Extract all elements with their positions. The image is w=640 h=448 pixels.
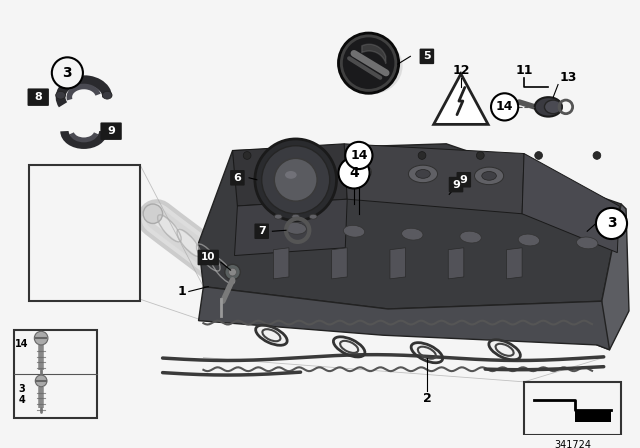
Polygon shape xyxy=(234,199,348,255)
Text: 4: 4 xyxy=(349,166,359,180)
Ellipse shape xyxy=(255,325,287,345)
Ellipse shape xyxy=(309,214,317,219)
Text: 9: 9 xyxy=(460,175,468,185)
Circle shape xyxy=(228,268,236,276)
Bar xyxy=(14,330,97,418)
Ellipse shape xyxy=(545,100,562,114)
FancyBboxPatch shape xyxy=(420,48,434,64)
Polygon shape xyxy=(332,248,348,279)
Bar xyxy=(524,382,621,435)
Circle shape xyxy=(143,204,163,224)
FancyBboxPatch shape xyxy=(31,90,45,105)
Circle shape xyxy=(243,151,251,159)
Text: 3: 3 xyxy=(19,383,25,394)
Ellipse shape xyxy=(482,172,497,180)
Ellipse shape xyxy=(518,234,540,246)
Text: 14: 14 xyxy=(496,100,513,113)
Ellipse shape xyxy=(285,223,307,234)
Ellipse shape xyxy=(408,165,438,183)
Polygon shape xyxy=(506,248,522,279)
Ellipse shape xyxy=(411,343,443,363)
Text: 12: 12 xyxy=(452,65,470,78)
Ellipse shape xyxy=(276,161,305,179)
FancyBboxPatch shape xyxy=(255,224,269,239)
Polygon shape xyxy=(448,248,464,279)
Text: 9: 9 xyxy=(107,126,115,136)
Ellipse shape xyxy=(416,169,430,178)
Ellipse shape xyxy=(333,337,365,357)
Circle shape xyxy=(35,375,47,387)
Text: 14: 14 xyxy=(15,339,28,349)
Ellipse shape xyxy=(460,231,481,243)
Polygon shape xyxy=(344,144,524,214)
Text: 13: 13 xyxy=(559,71,577,84)
Polygon shape xyxy=(198,287,609,350)
Circle shape xyxy=(491,93,518,121)
Ellipse shape xyxy=(340,38,403,94)
Circle shape xyxy=(593,151,601,159)
Ellipse shape xyxy=(292,214,300,219)
Text: 4: 4 xyxy=(19,395,25,405)
Polygon shape xyxy=(198,144,621,309)
Text: 341724: 341724 xyxy=(554,440,591,448)
Ellipse shape xyxy=(474,167,504,185)
Bar xyxy=(575,410,611,422)
Circle shape xyxy=(255,139,337,220)
Text: 1: 1 xyxy=(178,285,186,298)
Circle shape xyxy=(535,151,543,159)
Circle shape xyxy=(360,151,367,159)
Polygon shape xyxy=(434,74,488,125)
FancyBboxPatch shape xyxy=(230,170,244,185)
Text: 14: 14 xyxy=(350,149,367,162)
Ellipse shape xyxy=(342,163,371,181)
Polygon shape xyxy=(390,248,406,279)
Circle shape xyxy=(301,151,309,159)
Polygon shape xyxy=(273,248,289,279)
Text: 10: 10 xyxy=(201,253,216,263)
Ellipse shape xyxy=(343,225,365,237)
Ellipse shape xyxy=(489,340,520,360)
Text: 11: 11 xyxy=(515,65,532,78)
Circle shape xyxy=(275,159,317,201)
Ellipse shape xyxy=(102,91,112,99)
Circle shape xyxy=(35,332,48,345)
Ellipse shape xyxy=(577,237,598,249)
Ellipse shape xyxy=(56,91,65,99)
Circle shape xyxy=(596,208,627,239)
Circle shape xyxy=(225,264,241,280)
Circle shape xyxy=(476,151,484,159)
Circle shape xyxy=(52,57,83,88)
Text: 6: 6 xyxy=(234,173,241,183)
FancyBboxPatch shape xyxy=(456,172,471,188)
Text: 5: 5 xyxy=(423,52,431,61)
Text: 8: 8 xyxy=(35,92,42,102)
Ellipse shape xyxy=(284,166,298,174)
Circle shape xyxy=(418,151,426,159)
Text: 3: 3 xyxy=(607,216,616,230)
Circle shape xyxy=(339,33,399,93)
Ellipse shape xyxy=(402,228,423,240)
Text: 9: 9 xyxy=(452,180,460,190)
Circle shape xyxy=(345,142,372,169)
Polygon shape xyxy=(232,144,348,206)
Circle shape xyxy=(339,157,369,189)
FancyBboxPatch shape xyxy=(198,250,219,265)
Text: 3: 3 xyxy=(63,66,72,80)
Text: 2: 2 xyxy=(422,392,431,405)
Ellipse shape xyxy=(285,171,297,179)
Circle shape xyxy=(262,146,330,214)
Ellipse shape xyxy=(535,97,562,116)
Text: 7: 7 xyxy=(258,226,266,236)
FancyBboxPatch shape xyxy=(449,177,463,192)
Ellipse shape xyxy=(275,214,282,219)
Polygon shape xyxy=(522,154,620,253)
Ellipse shape xyxy=(349,168,364,177)
Polygon shape xyxy=(597,204,629,350)
FancyBboxPatch shape xyxy=(28,88,49,106)
Bar xyxy=(29,165,140,301)
FancyBboxPatch shape xyxy=(100,122,122,140)
Text: 8: 8 xyxy=(35,92,42,102)
